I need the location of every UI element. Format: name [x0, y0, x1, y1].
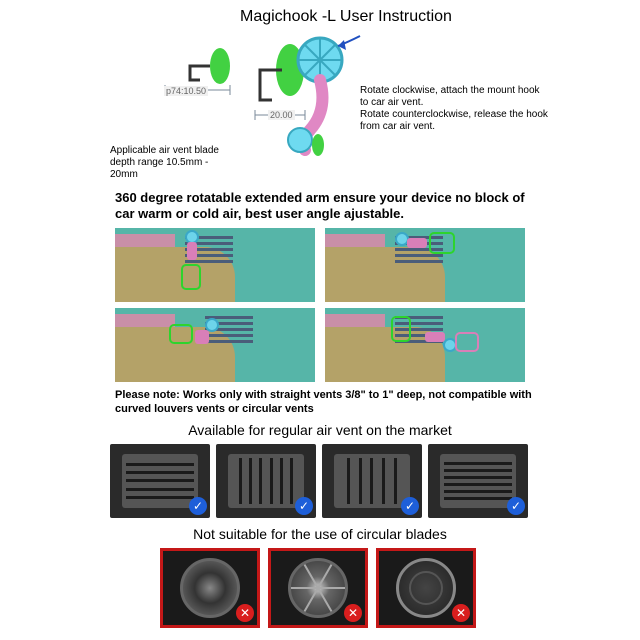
rotate-instructions: Rotate clockwise, attach the mount hook … — [360, 85, 550, 133]
page-title: Magichook -L User Instruction — [240, 8, 452, 26]
x-icon: ✕ — [452, 604, 470, 622]
vent-ok-3: ✓ — [322, 444, 422, 518]
incompatible-vents-row: ✕ ✕ ✕ — [160, 548, 476, 628]
panel-3 — [115, 308, 315, 382]
not-suitable-heading: Not suitable for the use of circular bla… — [0, 526, 640, 542]
vent-bad-3: ✕ — [376, 548, 476, 628]
check-icon: ✓ — [189, 497, 207, 515]
compatibility-note: Please note: Works only with straight ve… — [115, 388, 535, 417]
vent-ok-4: ✓ — [428, 444, 528, 518]
depth-range-text: Applicable air vent blade depth range 10… — [110, 145, 230, 181]
vent-ok-1: ✓ — [110, 444, 210, 518]
usage-panels — [115, 228, 525, 382]
x-icon: ✕ — [236, 604, 254, 622]
check-icon: ✓ — [401, 497, 419, 515]
panel-2 — [325, 228, 525, 302]
dimension-1: p74:10.50 — [164, 86, 208, 96]
vent-bad-1: ✕ — [160, 548, 260, 628]
panel-4 — [325, 308, 525, 382]
dimension-2: 20.00 — [268, 110, 295, 120]
available-heading: Available for regular air vent on the ma… — [0, 422, 640, 438]
x-icon: ✕ — [344, 604, 362, 622]
panel-1 — [115, 228, 315, 302]
vent-ok-2: ✓ — [216, 444, 316, 518]
vent-bad-2: ✕ — [268, 548, 368, 628]
heading-360: 360 degree rotatable extended arm ensure… — [115, 190, 535, 223]
check-icon: ✓ — [507, 497, 525, 515]
check-icon: ✓ — [295, 497, 313, 515]
compatible-vents-row: ✓ ✓ ✓ ✓ — [110, 444, 528, 518]
